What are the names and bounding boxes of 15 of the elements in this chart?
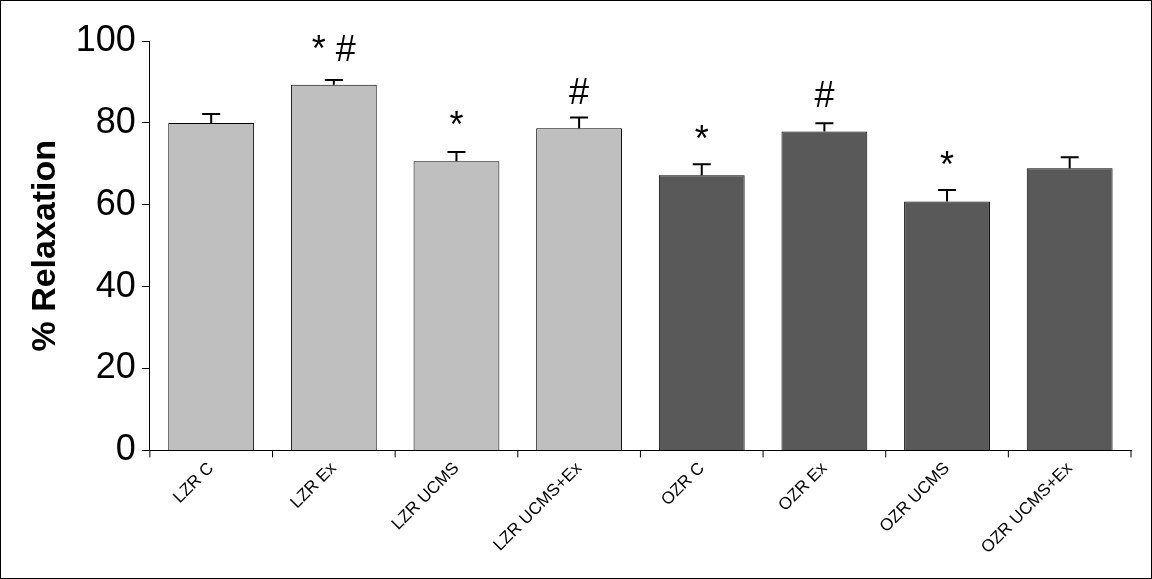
y-tick-label: 20 (95, 345, 136, 387)
annotation: # (814, 74, 835, 116)
y-tick-label: 40 (95, 263, 136, 305)
x-tick-label: LZR C (169, 458, 218, 507)
y-tick-label: 0 (115, 427, 136, 469)
annotation: * (449, 104, 464, 146)
annotation: * (940, 144, 955, 186)
y-tick-label: 80 (95, 99, 136, 141)
annotation: # (569, 71, 590, 113)
y-axis-title: % Relaxation (23, 139, 62, 352)
annotation: * (694, 118, 709, 160)
annotation: * # (311, 27, 356, 69)
y-tick-label: 100 (75, 17, 136, 59)
y-tick-label: 60 (95, 181, 136, 223)
x-tick-label: LZR Ex (286, 457, 341, 512)
